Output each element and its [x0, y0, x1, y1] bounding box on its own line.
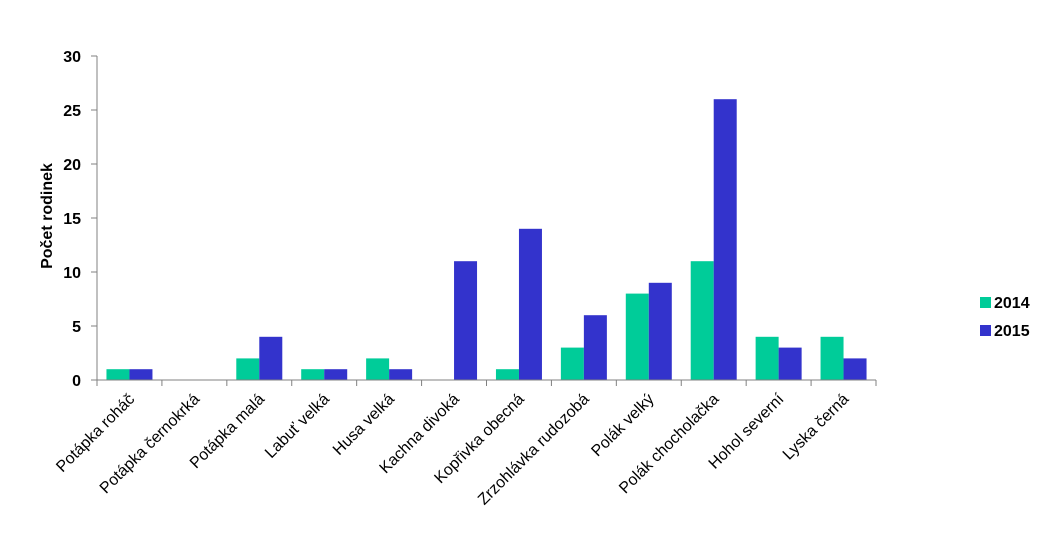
legend-swatch-2015	[980, 325, 991, 336]
y-axis-ticks: 0 5 10 15 20 25 30	[63, 49, 97, 390]
y-tick-label: 30	[63, 49, 81, 66]
bar-2015	[843, 358, 867, 380]
bar-2014	[560, 347, 584, 380]
x-tick-label: Husa velká	[330, 391, 398, 459]
legend: 2014 2015	[980, 295, 1030, 340]
bar-2015	[778, 347, 802, 380]
y-tick-label: 15	[63, 211, 81, 228]
bar-2014	[690, 261, 714, 380]
bar-2014	[236, 358, 260, 380]
y-tick-label: 5	[72, 319, 81, 336]
bars-group	[106, 99, 867, 380]
bar-2014	[755, 336, 779, 380]
legend-swatch-2014	[980, 297, 991, 308]
bar-2014	[625, 293, 649, 380]
legend-label-2014: 2014	[994, 295, 1030, 312]
bar-2014	[366, 358, 390, 380]
bar-2014	[106, 369, 130, 380]
x-tick-label: Polák velký	[588, 391, 657, 460]
bar-2015	[454, 261, 478, 380]
bar-2015	[583, 315, 607, 380]
x-tick-label: Lyska černá	[780, 391, 853, 464]
y-tick-label: 0	[72, 373, 81, 390]
bar-2015	[129, 369, 153, 380]
y-tick-label: 25	[63, 103, 81, 120]
y-tick-label: 10	[63, 265, 81, 282]
bar-2014	[301, 369, 325, 380]
bar-2015	[324, 369, 348, 380]
bar-2015	[259, 336, 283, 380]
bar-2014	[495, 369, 519, 380]
bar-2015	[389, 369, 413, 380]
y-axis-title: Počet rodinek	[39, 163, 56, 269]
x-tick-label: Labuť velká	[262, 391, 333, 462]
bar-2015	[518, 228, 542, 380]
bar-2015	[648, 282, 672, 380]
y-tick-label: 20	[63, 157, 81, 174]
bar-2014	[820, 336, 844, 380]
legend-label-2015: 2015	[994, 323, 1030, 340]
x-tick-label: Zrzohlávka rudozobá	[475, 391, 593, 509]
bar-2015	[713, 99, 737, 380]
